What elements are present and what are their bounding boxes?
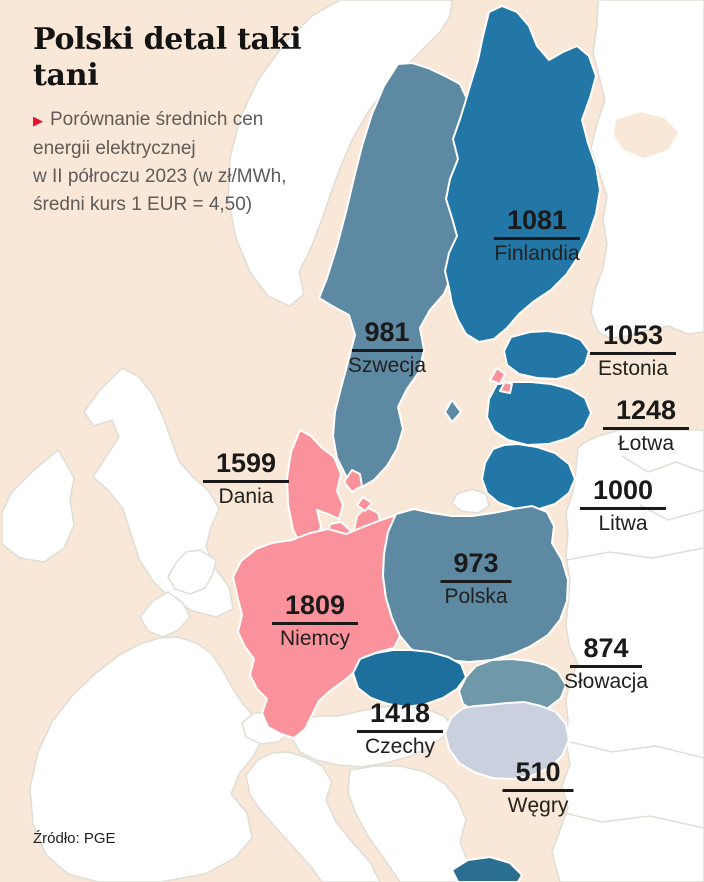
dania-island bbox=[489, 367, 506, 385]
border-line bbox=[565, 547, 704, 561]
country-shape-ireland bbox=[1, 449, 75, 563]
country-name-szwecja: Szwecja bbox=[347, 354, 427, 377]
source-note: Źródło: PGE bbox=[33, 830, 116, 847]
country-shape-italy bbox=[245, 751, 381, 882]
subtitle-line: energii elektrycznej bbox=[33, 138, 196, 159]
price-value-szwecja: 981 bbox=[351, 317, 423, 352]
country-shape-russia bbox=[590, 0, 704, 339]
page-title: Polski detal taki tani bbox=[33, 22, 302, 93]
subtitle-line: ▶ Porównanie średnich cen bbox=[33, 106, 363, 135]
country-shape-czechy bbox=[352, 649, 467, 708]
country-name-czechy: Czechy bbox=[364, 735, 436, 758]
subtitle: ▶ Porównanie średnich cen energii elektry… bbox=[33, 106, 363, 219]
price-value-wegry: 510 bbox=[502, 757, 574, 792]
price-value-niemcy: 1809 bbox=[271, 590, 359, 625]
country-name-wegry: Węgry bbox=[507, 794, 569, 817]
cropped-country-fragment bbox=[451, 856, 523, 882]
label-finlandia: 1081 Finlandia bbox=[493, 205, 581, 266]
country-name-polska: Polska bbox=[444, 585, 508, 608]
bullet-triangle-icon: ▶ bbox=[33, 113, 43, 128]
dania-island bbox=[356, 496, 373, 512]
data-countries bbox=[232, 5, 601, 882]
country-shape-finlandia bbox=[444, 5, 601, 343]
label-wegry: 510 Węgry bbox=[502, 757, 574, 818]
label-estonia: 1053 Estonia bbox=[589, 320, 677, 381]
label-litwa: 1000 Litwa bbox=[579, 475, 667, 536]
dania-jutland bbox=[286, 429, 344, 546]
country-shape-netherlands bbox=[167, 549, 217, 595]
label-czechy: 1418 Czechy bbox=[356, 698, 444, 759]
country-shape-lotwa bbox=[486, 381, 592, 446]
country-shape-polska bbox=[382, 505, 569, 663]
island-shape-gotland bbox=[444, 399, 462, 423]
dania-island bbox=[343, 469, 363, 493]
country-name-niemcy: Niemcy bbox=[279, 627, 351, 650]
country-shape-belgium bbox=[139, 591, 191, 638]
country-shape-east-europe bbox=[551, 429, 704, 882]
subtitle-line: średni kurs 1 EUR = 4,50) bbox=[33, 194, 253, 215]
label-dania: 1599 Dania bbox=[202, 448, 290, 509]
label-lotwa: 1248 Łotwa bbox=[602, 395, 690, 456]
subtitle-line: w II półroczu 2023 (w zł/MWh, bbox=[33, 166, 287, 187]
country-name-lotwa: Łotwa bbox=[617, 432, 675, 455]
country-name-finlandia: Finlandia bbox=[494, 242, 580, 265]
lake-shape bbox=[614, 112, 678, 158]
label-slowacja: 874 Słowacja bbox=[564, 633, 648, 694]
border-line bbox=[621, 455, 704, 473]
price-value-dania: 1599 bbox=[202, 448, 290, 483]
country-shape-wegry bbox=[444, 701, 570, 780]
price-value-czechy: 1418 bbox=[356, 698, 444, 733]
label-szwecja: 981 Szwecja bbox=[348, 317, 426, 378]
country-shape-kaliningrad bbox=[451, 488, 490, 514]
price-value-lotwa: 1248 bbox=[602, 395, 690, 430]
country-name-litwa: Litwa bbox=[598, 512, 648, 535]
border-line bbox=[559, 811, 704, 829]
country-name-slowacja: Słowacja bbox=[563, 670, 649, 693]
price-value-estonia: 1053 bbox=[589, 320, 677, 355]
country-shape-niemcy bbox=[232, 514, 401, 739]
label-niemcy: 1809 Niemcy bbox=[271, 590, 359, 651]
subtitle-text: Porównanie średnich cen bbox=[50, 109, 264, 130]
border-line bbox=[569, 741, 704, 759]
country-shape-austria bbox=[292, 705, 453, 768]
price-value-polska: 973 bbox=[440, 548, 512, 583]
dania-island bbox=[499, 381, 513, 394]
price-value-slowacja: 874 bbox=[570, 633, 642, 668]
country-name-estonia: Estonia bbox=[597, 357, 669, 380]
country-shape-estonia bbox=[503, 330, 590, 380]
country-shape-balkans bbox=[347, 765, 477, 882]
country-shape-france bbox=[29, 636, 264, 882]
price-value-finlandia: 1081 bbox=[493, 205, 581, 240]
inner-borders bbox=[559, 455, 704, 829]
label-polska: 973 Polska bbox=[440, 548, 512, 609]
country-shape-litwa bbox=[481, 443, 576, 511]
border-line bbox=[639, 504, 704, 521]
country-name-dania: Dania bbox=[218, 485, 274, 508]
header: Polski detal taki tani ▶ Porównanie średn… bbox=[33, 22, 363, 219]
price-value-litwa: 1000 bbox=[579, 475, 667, 510]
